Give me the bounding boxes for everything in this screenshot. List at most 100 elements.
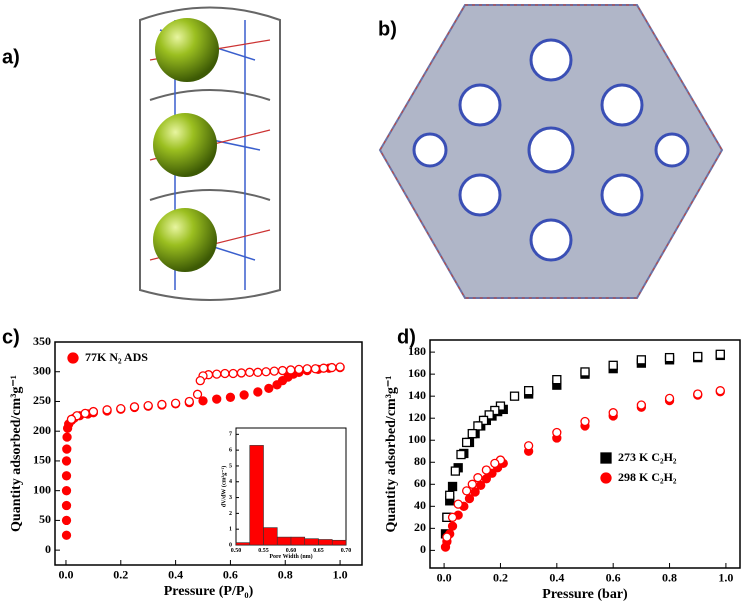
marker [600,452,612,464]
x-tick-label: 0.55 [258,548,269,554]
y-tick-label: 100 [408,432,426,446]
marker [693,389,703,399]
panel-label: b) [378,18,397,40]
legend-label: 273 K C₂H₂ [618,450,677,464]
y-tick-label: 20 [414,520,426,534]
y-tick-label: 1 [229,527,232,533]
y-tick-label: 350 [33,334,51,348]
marker [715,386,725,396]
marker [664,393,675,404]
panel-label: a) [2,46,20,68]
y-tick-label: 120 [408,410,426,424]
legend-label: 77K N₂ ADS [85,350,148,364]
marker [80,408,90,419]
marker [61,471,72,481]
marker [470,487,480,497]
y-tick-label: 4 [229,479,232,485]
x-tick-label: 0.4 [549,571,564,585]
marker [61,500,72,511]
y-tick-label: 250 [33,393,51,407]
x-axis-label: Pressure (P/P₀) [164,584,254,599]
x-tick-label: 0.65 [313,548,324,554]
marker [261,367,271,377]
marker [269,366,279,376]
x-tick-label: 0.0 [58,568,73,582]
y-tick-label: 50 [39,512,51,526]
marker [170,398,181,408]
marker [464,493,475,504]
marker [447,521,458,531]
marker [236,368,247,378]
y-tick-label: 160 [408,366,426,380]
marker [318,363,329,373]
panel-label: d) [397,326,416,348]
marker [580,367,590,377]
marker [327,362,337,373]
marker [467,479,477,489]
marker [467,428,477,439]
marker [61,486,72,496]
marker [239,390,249,400]
marker [600,472,612,484]
structure-image-a [139,6,281,301]
marker [310,364,321,374]
marker [664,352,675,363]
y-tick-label: 80 [414,454,426,468]
y-tick-label: 3 [229,495,232,501]
x-tick-label: 0.8 [662,571,677,585]
panel-label: c) [2,326,20,348]
marker [715,349,725,359]
marker [62,432,72,442]
x-tick-label: 0.8 [278,568,293,582]
marker [220,368,230,379]
marker [286,365,296,375]
x-tick-label: 0.2 [493,571,508,585]
marker [608,408,618,418]
bar [318,539,333,546]
y-tick-label: 2 [229,511,232,517]
structure-image-b [378,4,724,299]
marker [335,362,345,372]
marker [277,365,288,376]
marker [552,375,562,385]
y-tick-label: 60 [414,476,426,490]
marker [476,480,486,491]
y-axis-label: Quantity adsorbed/cm³g⁻¹ [9,375,24,532]
marker [447,481,458,492]
y-tick-label: 7 [229,432,232,438]
y-tick-label: 200 [33,423,51,437]
marker [157,399,167,410]
bar [235,542,251,546]
marker [264,383,274,394]
y-tick-label: 0 [420,542,426,556]
marker [143,400,153,411]
bar [304,538,319,546]
legend-label: 298 K C₂H₂ [618,470,677,484]
marker [253,387,263,397]
marker [195,376,205,386]
marker [66,414,77,424]
marker [198,396,208,406]
marker [693,351,703,362]
marker [253,367,263,377]
bar [263,527,278,546]
marker [442,532,452,542]
marker [192,389,203,399]
x-tick-label: 0.6 [223,568,238,582]
marker [184,396,194,407]
marker [580,416,590,427]
marker [294,364,304,375]
marker [523,441,534,451]
x-tick-label: 0.4 [168,568,183,582]
y-axis-label: Quantity adsorbed/cm³g⁻¹ [384,376,399,533]
bar [290,536,306,546]
marker [102,405,112,415]
marker [244,367,255,377]
x-tick-label: 0.60 [286,548,297,554]
marker [552,427,562,438]
marker [88,406,99,417]
marker [445,490,455,500]
marker [225,392,236,402]
marker [61,530,72,540]
